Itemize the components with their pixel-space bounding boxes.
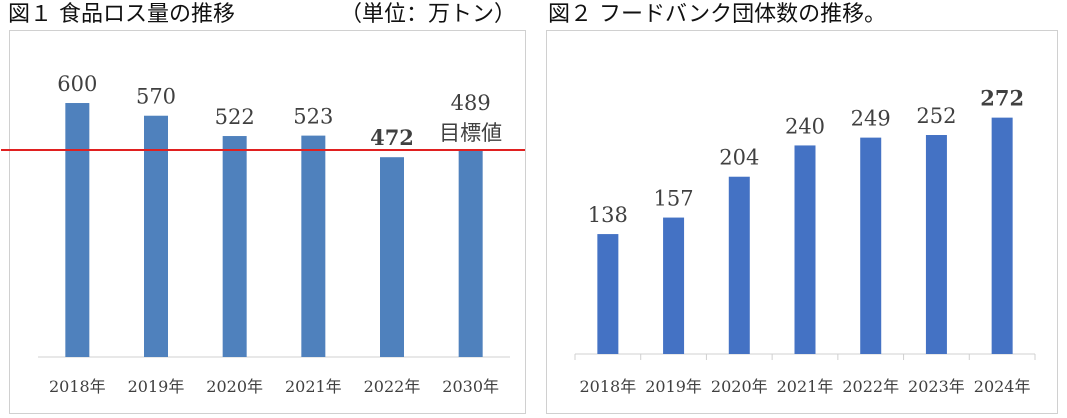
x-tick-label: 2019年 [128,377,185,396]
x-tick-label: 2023年 [908,377,965,396]
x-tick-label: 2024年 [974,377,1031,396]
x-tick-label: 2020年 [711,377,768,396]
data-label: 570 [136,85,176,109]
chart1-title: 図１ 食品ロス量の推移 [8,2,235,27]
chart1-panel: 600 2018年 570 2019年 522 2020年 523 2021年 472 2022年… [1,30,526,414]
data-label: 252 [916,104,956,128]
data-label: 600 [57,72,97,96]
x-tick-label: 2022年 [364,377,421,396]
bar [860,137,882,354]
bar [222,136,247,357]
foodbank-bar-chart: 138 2018年 157 2019年 204 2020年 240 2021年 249 2022年… [574,86,1036,396]
bar [144,115,168,358]
chart2-title: 図２ フードバンク団体数の推移。 [548,2,887,27]
x-tick-label: 2018年 [579,377,636,396]
bar [663,217,685,354]
x-tick-label: 2030年 [442,377,499,396]
x-tick-label: 2021年 [777,377,834,396]
bar [301,135,326,357]
bar [458,150,483,357]
data-label: 472 [370,125,414,150]
chart1-unit: （単位：万トン） [340,2,517,27]
bar [794,145,816,354]
data-label: 272 [980,86,1024,111]
bar [65,103,90,358]
data-label: 523 [293,105,333,129]
food-loss-bar-chart: 600 2018年 570 2019年 522 2020年 523 2021年 472 2022年… [1,72,525,396]
bar [925,135,947,354]
bar [728,176,750,354]
bar [991,117,1013,354]
data-label: 204 [719,146,759,170]
data-label: 249 [851,107,891,131]
x-tick-label: 2018年 [49,377,106,396]
bar [380,157,404,357]
target-label: 目標値 [439,121,502,145]
chart2-panel: 138 2018年 157 2019年 204 2020年 240 2021年 249 2022年… [546,30,1058,414]
data-label: 522 [215,105,255,129]
data-label: 240 [785,114,825,138]
data-label: 157 [654,187,694,211]
bar [597,234,619,354]
x-tick-label: 2022年 [842,377,899,396]
x-tick-label: 2019年 [645,377,702,396]
data-label: 489 [451,91,491,115]
x-tick-label: 2021年 [285,377,342,396]
data-label: 138 [588,203,628,227]
x-tick-label: 2020年 [206,377,263,396]
